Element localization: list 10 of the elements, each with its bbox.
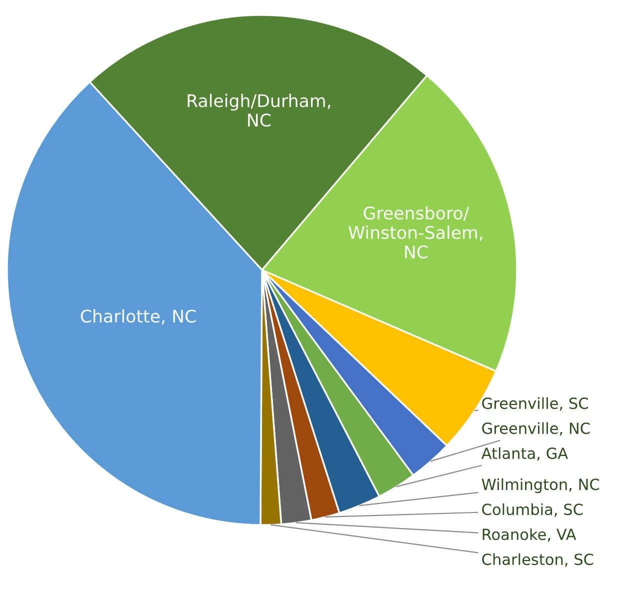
slice-label: Wilmington, NC <box>482 478 600 494</box>
slice-label: Raleigh/Durham, NC <box>188 94 330 127</box>
slice-label: Charlotte, NC <box>80 309 196 324</box>
slice-label: Greenville, SC <box>482 397 588 411</box>
slice-label: Roanoke, VA <box>482 528 576 542</box>
slice-label: Charleston, SC <box>482 553 594 567</box>
slice-label: Greenville, NC <box>482 422 590 436</box>
slice-label: Greensboro/ Winston-Salem, NC <box>348 206 482 258</box>
slice-label: Columbia, SC <box>482 503 583 517</box>
slice-label: Atlanta, GA <box>481 447 568 461</box>
